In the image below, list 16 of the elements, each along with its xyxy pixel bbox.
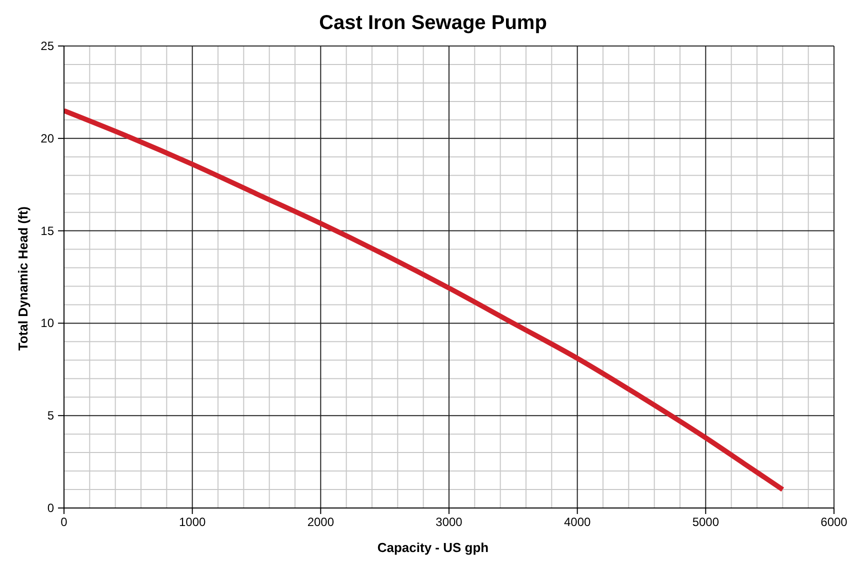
x-tick-label: 4000 (564, 515, 592, 529)
x-tick-label: 2000 (307, 515, 334, 529)
x-tick-label: 3000 (436, 515, 463, 529)
y-tick-label: 0 (47, 501, 54, 515)
x-tick-label: 5000 (692, 515, 720, 529)
x-tick-label: 0 (60, 515, 68, 529)
x-tick-label: 1000 (178, 515, 206, 529)
x-tick-label: 6000 (820, 515, 848, 529)
y-tick-label: 5 (47, 408, 54, 423)
y-tick-label: 15 (40, 224, 54, 238)
y-tick-label: 25 (40, 39, 54, 53)
chart-title: Cast Iron Sewage Pump (318, 11, 548, 36)
x-axis-title: Capacity - US gph (376, 540, 490, 555)
y-tick-label: 20 (40, 131, 54, 146)
y-tick-label: 10 (40, 316, 54, 330)
y-axis-title: Total Dynamic Head (ft) (16, 206, 30, 350)
